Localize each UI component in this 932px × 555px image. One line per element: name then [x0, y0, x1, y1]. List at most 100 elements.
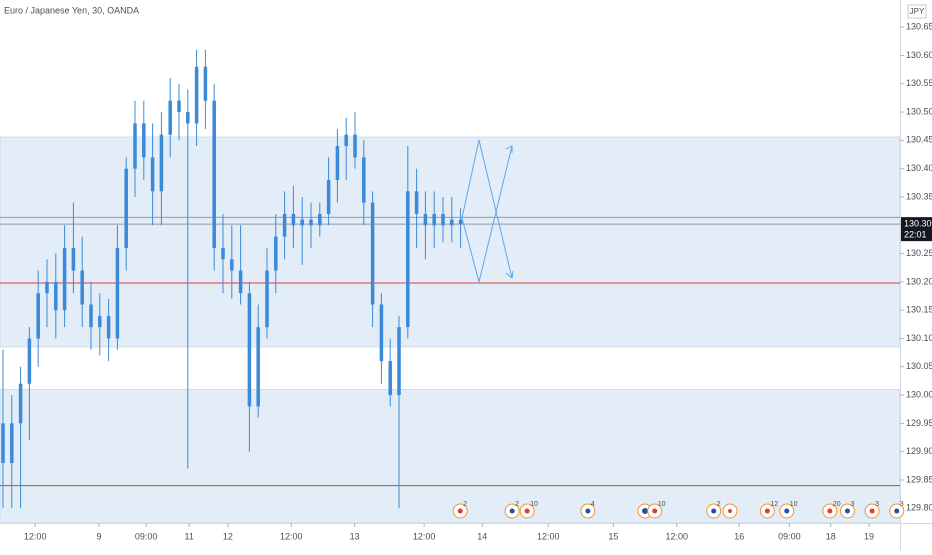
y-tick-label: 129.850 [906, 474, 932, 484]
candle-body [212, 100, 216, 248]
last-price-box [901, 217, 932, 242]
event-count: 12 [770, 501, 778, 508]
event-count: 20 [833, 501, 841, 508]
event-count: 3 [900, 501, 904, 508]
candle-body [18, 383, 23, 424]
x-tick-label: 12:00 [413, 531, 436, 541]
candle-body [71, 247, 76, 271]
candle-body [168, 100, 172, 135]
x-tick-label: 14 [477, 531, 487, 541]
candle-body [186, 112, 190, 124]
projection [461, 139, 514, 283]
candle-body [124, 168, 128, 248]
candle-body [450, 219, 454, 226]
y-tick-label: 129.900 [906, 446, 932, 456]
y-tick-label: 130.600 [906, 50, 932, 60]
candle-body [1, 423, 5, 464]
x-tick-label: 09:00 [778, 531, 801, 541]
event-count: 10 [658, 501, 666, 508]
y-tick-label: 130.100 [906, 333, 932, 343]
candle-body [230, 259, 234, 271]
y-tick-label: 130.350 [906, 191, 932, 201]
event-count: 10 [530, 501, 538, 508]
candle-body [335, 146, 340, 180]
countdown-label: 22:01 [904, 230, 927, 240]
zone [0, 136, 901, 348]
x-tick-label: 11 [185, 531, 194, 541]
arrow-head [505, 145, 513, 153]
candle-body [133, 123, 137, 169]
y-tick-label: 129.950 [906, 418, 932, 428]
candle-body [353, 134, 357, 158]
background-layer [0, 136, 901, 524]
chart-title: Euro / Japanese Yen, 30, OANDA [4, 5, 139, 15]
y-tick-label: 130.400 [906, 163, 932, 173]
y-tick-label: 130.500 [906, 106, 932, 116]
event-dot [457, 508, 463, 514]
candle-body [159, 134, 164, 192]
event-count: 2 [463, 501, 467, 508]
candle-body [414, 191, 419, 214]
candle-body [54, 281, 58, 311]
candle-body [406, 191, 410, 328]
candle-body [397, 327, 401, 396]
event-dot [764, 508, 770, 514]
currency-label: JPY [910, 7, 925, 16]
y-tick-label: 130.650 [906, 22, 932, 32]
event-dot [844, 508, 850, 514]
candle-body [282, 213, 287, 237]
candle-body [177, 100, 181, 113]
zone [0, 389, 901, 524]
last-price-label: 130.302 [904, 219, 932, 229]
candle-body [344, 134, 348, 147]
event-dot [585, 508, 591, 514]
x-tick-label: 18 [826, 531, 836, 541]
event-dot [642, 508, 648, 514]
candle-body [80, 270, 84, 305]
candle-body [194, 66, 199, 124]
candle-body [106, 315, 111, 339]
candle-body [142, 123, 146, 158]
candle-body [458, 219, 463, 225]
y-tick-label: 130.150 [906, 305, 932, 315]
x-tick-label: 12 [223, 531, 233, 541]
candle-body [265, 270, 269, 328]
candle-body [300, 219, 304, 226]
event-dot [509, 508, 515, 514]
event-dot [784, 508, 790, 514]
event-dot [524, 508, 530, 514]
event-count: 3 [850, 501, 854, 508]
event-count: 3 [875, 501, 879, 508]
candle-body [256, 327, 260, 407]
candle-body [45, 281, 49, 294]
event-dot [827, 508, 833, 514]
candle-body [362, 157, 366, 203]
candle-body [326, 179, 331, 214]
candle-body [309, 219, 313, 226]
y-tick-label: 129.800 [906, 503, 932, 513]
candle-body [36, 293, 40, 339]
y-tick-label: 130.050 [906, 361, 932, 371]
candle-body [221, 247, 225, 260]
arrow-head [505, 270, 514, 279]
projection-line [461, 145, 513, 283]
event-dot [869, 508, 875, 514]
candle-body [247, 293, 252, 407]
candle-body [89, 304, 93, 328]
x-tick-label: 19 [864, 531, 874, 541]
y-tick-label: 130.200 [906, 276, 932, 286]
candle-body [423, 213, 428, 226]
candle-body [274, 236, 278, 271]
candle-body [150, 157, 155, 192]
candle-body [379, 304, 384, 362]
candle-body [115, 247, 120, 339]
currency-box [907, 4, 927, 19]
candle-body [441, 213, 445, 226]
y-tick-label: 130.250 [906, 248, 932, 258]
candle-body [62, 247, 67, 311]
event-count: 2 [717, 501, 721, 508]
candle-body [238, 270, 243, 294]
x-tick-label: 13 [350, 531, 360, 541]
